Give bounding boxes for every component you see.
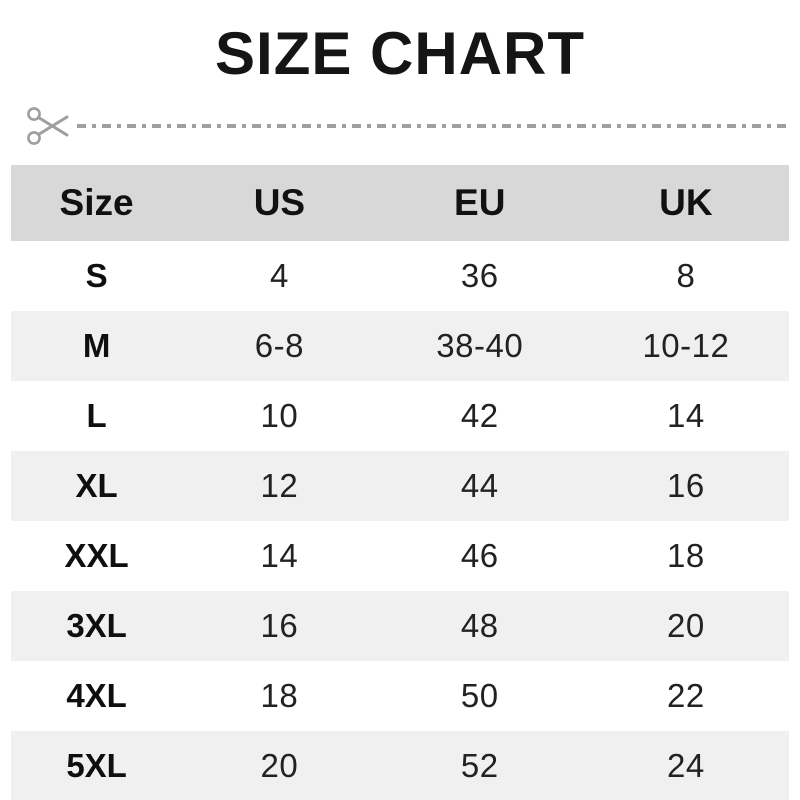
- table-row: S 4 36 8: [11, 241, 789, 311]
- cell-size: S: [85, 257, 108, 294]
- cell-us: 4: [269, 257, 289, 294]
- cell-uk: 10-12: [642, 327, 730, 364]
- table-row: 3XL 16 48 20: [11, 591, 789, 661]
- cell-size: 3XL: [66, 607, 127, 644]
- cell-eu: 38-40: [436, 327, 524, 364]
- table-row: M 6-8 38-40 10-12: [11, 311, 789, 381]
- header-row: Size US EU UK: [11, 165, 789, 241]
- cell-eu: 36: [460, 257, 499, 294]
- cell-eu: 44: [460, 467, 499, 504]
- cell-size: M: [82, 327, 111, 364]
- cell-uk: 24: [667, 747, 705, 784]
- table-row: XL 12 44 16: [11, 451, 789, 521]
- cell-eu: 52: [460, 747, 499, 784]
- cell-us: 14: [260, 537, 299, 574]
- cell-eu: 48: [460, 607, 499, 644]
- cell-uk: 16: [667, 467, 705, 504]
- column-header-eu: EU: [376, 165, 583, 241]
- cell-uk: 20: [667, 607, 705, 644]
- table-row: L 10 42 14: [11, 381, 789, 451]
- cell-size: L: [86, 397, 107, 434]
- cell-size: 5XL: [66, 747, 127, 784]
- cell-eu: 50: [460, 677, 499, 714]
- cell-us: 10: [260, 397, 299, 434]
- column-header-uk: UK: [582, 165, 789, 241]
- cell-uk: 22: [667, 677, 705, 714]
- table-row: XXL 14 46 18: [11, 521, 789, 591]
- column-header-us: US: [182, 165, 377, 241]
- cell-size: 4XL: [66, 677, 127, 714]
- table-row: 4XL 18 50 22: [11, 661, 789, 731]
- cell-size: XL: [75, 467, 118, 504]
- dash-dot-line: [77, 124, 788, 128]
- cell-uk: 14: [667, 397, 705, 434]
- table-row: 5XL 20 52 24: [11, 731, 789, 800]
- cell-size: XXL: [64, 537, 129, 574]
- cell-uk: 18: [667, 537, 705, 574]
- cell-us: 12: [260, 467, 299, 504]
- cell-uk: 8: [676, 257, 696, 294]
- cell-us: 18: [260, 677, 299, 714]
- cell-eu: 42: [460, 397, 499, 434]
- size-table-body: S 4 36 8 M 6-8 38-40 10-12 L 10 42 14 XL 12 44 16 XXL 14 4…: [11, 241, 789, 800]
- scissors-icon: [27, 107, 69, 145]
- cell-eu: 46: [460, 537, 499, 574]
- size-table: Size US EU UK S 4 36 8 M 6-8 38-40 10-12 L 10 42 14…: [11, 165, 789, 800]
- cell-us: 16: [260, 607, 299, 644]
- cell-us: 6-8: [254, 327, 304, 364]
- cell-us: 20: [260, 747, 299, 784]
- column-header-size: Size: [11, 165, 183, 241]
- size-table-header: Size US EU UK: [11, 165, 789, 241]
- cut-line: [0, 103, 800, 149]
- page-title: SIZE CHART: [215, 20, 585, 87]
